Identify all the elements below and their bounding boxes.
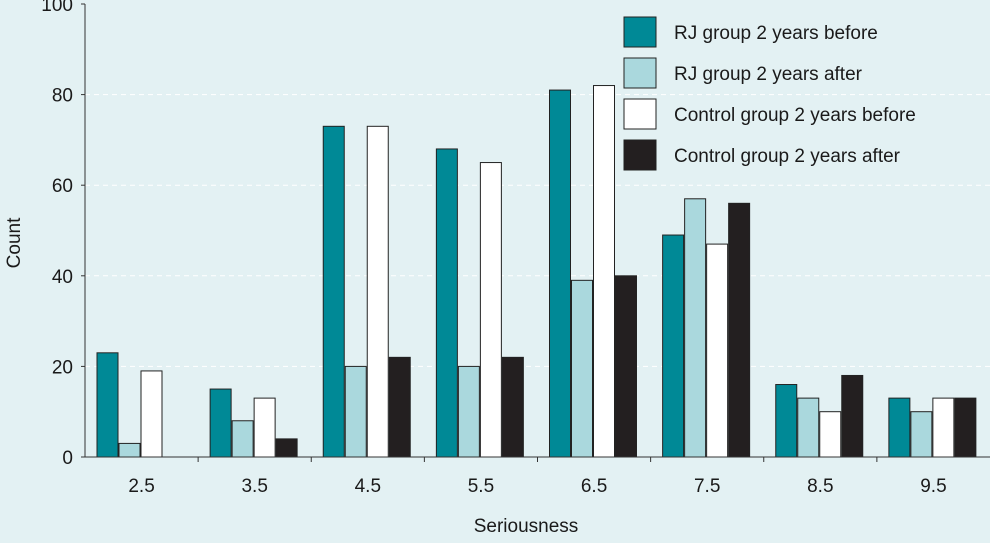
x-tick-label: 9.5 bbox=[920, 476, 946, 497]
bar bbox=[209, 388, 232, 458]
bar bbox=[684, 198, 707, 458]
bar bbox=[662, 234, 685, 458]
bar bbox=[322, 125, 345, 458]
x-tick-label: 6.5 bbox=[581, 476, 607, 497]
bar bbox=[706, 243, 729, 458]
bar bbox=[841, 374, 864, 458]
tick-labels: 0 20 40 60 80 100 2.5 3.5 4.5 5.5 6.5 7.5 8.5 9.5 bbox=[41, 0, 946, 497]
x-tick-label: 3.5 bbox=[241, 476, 267, 497]
bar bbox=[549, 89, 571, 458]
x-tick-label: 4.5 bbox=[355, 476, 381, 497]
legend-swatch bbox=[623, 16, 657, 48]
bar bbox=[435, 148, 458, 458]
bar bbox=[479, 162, 502, 458]
x-tick-label: 2.5 bbox=[128, 476, 154, 497]
bar bbox=[954, 397, 977, 458]
legend-label: RJ group 2 years before bbox=[674, 23, 878, 44]
y-tick-label: 40 bbox=[52, 267, 73, 288]
legend-label: RJ group 2 years after bbox=[674, 64, 863, 85]
bar bbox=[797, 397, 820, 458]
bar bbox=[275, 438, 298, 458]
bars bbox=[96, 85, 977, 458]
legend-swatch bbox=[623, 139, 657, 171]
x-tick-label: 7.5 bbox=[694, 476, 720, 497]
gridlines bbox=[85, 94, 990, 367]
bar bbox=[775, 384, 798, 458]
x-tick-label: 8.5 bbox=[807, 476, 833, 497]
bar bbox=[888, 397, 911, 458]
bar bbox=[366, 125, 389, 458]
y-axis-label: Count bbox=[4, 217, 25, 268]
bar bbox=[96, 352, 119, 458]
bar bbox=[593, 85, 615, 458]
bar bbox=[501, 356, 524, 458]
y-tick-label: 100 bbox=[41, 0, 73, 16]
bar bbox=[910, 411, 933, 458]
bar bbox=[571, 279, 593, 458]
bar bbox=[388, 356, 411, 458]
bar bbox=[231, 420, 254, 458]
legend-swatch bbox=[623, 98, 657, 130]
legend-label: Control group 2 years after bbox=[674, 146, 901, 167]
bar bbox=[253, 397, 276, 458]
bar bbox=[457, 365, 480, 458]
legend-label: Control group 2 years before bbox=[674, 105, 916, 126]
y-tick-label: 60 bbox=[52, 176, 73, 197]
bar bbox=[819, 411, 842, 458]
legend-swatch bbox=[623, 57, 657, 89]
bar bbox=[728, 202, 751, 458]
x-axis-label: Seriousness bbox=[474, 516, 579, 537]
y-tick-label: 80 bbox=[52, 86, 73, 107]
bar bbox=[615, 275, 637, 458]
x-tick-label: 5.5 bbox=[468, 476, 494, 497]
y-tick-label: 0 bbox=[62, 448, 73, 469]
bar bbox=[118, 442, 141, 458]
bar bbox=[140, 370, 163, 458]
bar bbox=[932, 397, 955, 458]
y-tick-label: 20 bbox=[52, 357, 73, 378]
bar bbox=[344, 365, 367, 458]
legend: RJ group 2 years before RJ group 2 years … bbox=[623, 16, 916, 171]
